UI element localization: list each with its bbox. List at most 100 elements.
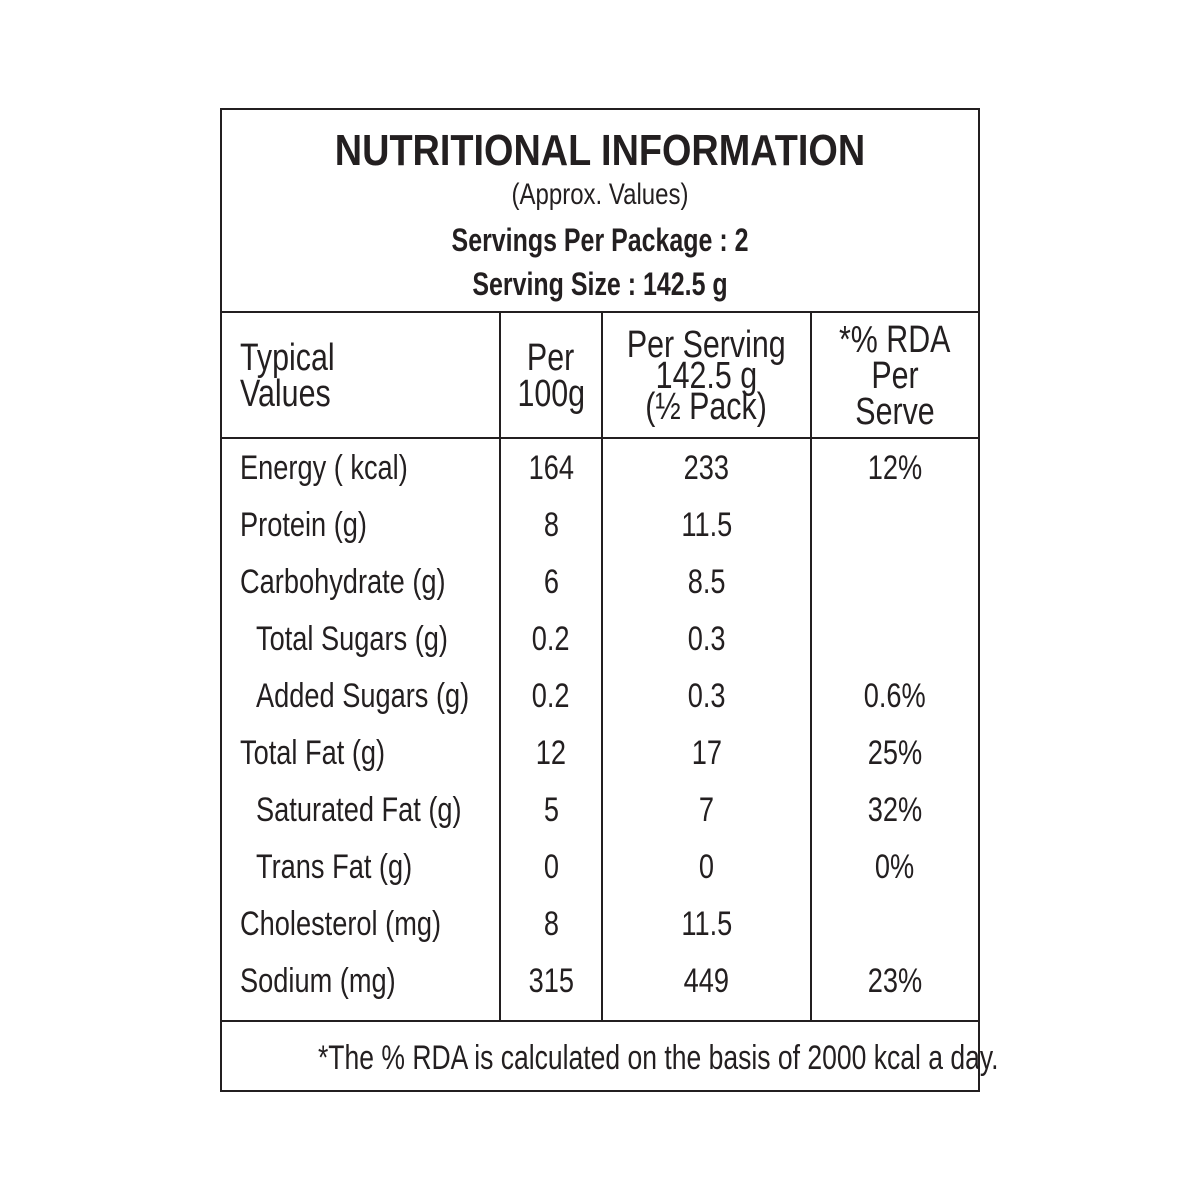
nutrient-name: Total Fat (g) [240, 725, 421, 782]
nutrient-row: Cholesterol (mg) 8 11.5 [222, 896, 978, 953]
label-title: NUTRITIONAL INFORMATION [334, 126, 866, 175]
column-header-text: Per Serve [855, 355, 935, 433]
value-per-100g-text: 164 [528, 449, 574, 487]
servings-per-package: Servings Per Package : 2 [451, 222, 749, 258]
value-per-serving: 11.5 [603, 497, 810, 554]
value-rda [812, 896, 978, 953]
value-per-serving: 11.5 [603, 896, 810, 953]
value-per-serving-text: 11.5 [681, 905, 732, 943]
value-per-100g-text: 6 [543, 563, 559, 601]
value-rda: 0.6% [812, 668, 978, 725]
nutrient-row: Trans Fat (g) 0 0 0% [222, 839, 978, 896]
nutrient-row: Total Sugars (g) 0.2 0.3 [222, 611, 978, 668]
nutrient-name-text: Total Fat (g) [240, 734, 386, 772]
nutrient-row: Protein (g) 8 11.5 [222, 497, 978, 554]
value-per-serving-text: 0 [698, 848, 715, 886]
nutrient-name-text: Carbohydrate (g) [240, 563, 446, 601]
value-per-100g-text: 0.2 [532, 677, 570, 715]
value-per-serving-text: 449 [683, 962, 730, 1000]
value-per-serving: 0.3 [603, 668, 810, 725]
nutrient-row: Saturated Fat (g) 5 7 32% [222, 782, 978, 839]
nutrient-name-text: Cholesterol (mg) [240, 905, 442, 943]
column-header-text: Per Serving [627, 323, 786, 366]
nutrient-name-text: Protein (g) [240, 506, 367, 544]
rda-footnote: *The % RDA is calculated on the basis of… [222, 1024, 999, 1090]
value-per-100g: 0 [501, 839, 601, 896]
value-per-serving-text: 233 [683, 449, 730, 487]
nutrient-name: Energy ( kcal) [240, 440, 450, 497]
value-per-100g-text: 5 [543, 791, 559, 829]
value-per-100g: 164 [501, 440, 601, 497]
value-per-serving-text: 7 [698, 791, 715, 829]
value-rda-text: 0.6% [864, 677, 926, 715]
nutrient-name: Carbohydrate (g) [240, 554, 497, 611]
value-per-100g: 12 [501, 725, 601, 782]
value-per-100g: 8 [501, 497, 601, 554]
nutrient-row: Total Fat (g) 12 17 25% [222, 725, 978, 782]
value-rda-text: 25% [867, 734, 923, 772]
value-rda-text: 0% [875, 848, 915, 886]
value-per-100g: 0.2 [501, 668, 601, 725]
header-row-divider [222, 437, 978, 439]
column-header-per-100g: Per 100g [501, 313, 601, 439]
value-rda: 25% [812, 725, 978, 782]
column-header-text: Values [240, 373, 331, 415]
value-per-serving-text: 0.3 [687, 620, 726, 658]
column-header-text: *% RDA [839, 319, 951, 361]
value-per-serving-text: 17 [691, 734, 722, 772]
label-header: NUTRITIONAL INFORMATION (Approx. Values)… [222, 110, 978, 313]
footnote-divider [222, 1020, 978, 1022]
nutrient-name-text: Total Sugars (g) [256, 620, 448, 658]
nutrition-label: NUTRITIONAL INFORMATION (Approx. Values)… [220, 108, 999, 1092]
value-per-100g-text: 0 [543, 848, 559, 886]
serving-size: Serving Size : 142.5 g [472, 266, 728, 302]
value-per-serving: 0.3 [603, 611, 810, 668]
nutrient-name: Added Sugars (g) [256, 668, 523, 725]
value-per-serving-text: 8.5 [687, 563, 726, 601]
value-per-serving-text: 11.5 [681, 506, 732, 544]
column-header-rda: *% RDA Per Serve [812, 313, 978, 439]
value-per-serving-text: 0.3 [687, 677, 726, 715]
column-header-text: Typical [240, 337, 335, 379]
value-rda: 23% [812, 953, 978, 1010]
value-per-100g: 315 [501, 953, 601, 1010]
nutrient-name: Total Sugars (g) [256, 611, 496, 668]
column-header-text: Per [527, 337, 575, 379]
column-divider [499, 313, 501, 1022]
value-per-100g: 5 [501, 782, 601, 839]
column-divider [601, 313, 603, 1022]
value-per-100g: 0.2 [501, 611, 601, 668]
value-rda [812, 611, 978, 668]
value-rda [812, 554, 978, 611]
approx-values-note: (Approx. Values) [511, 178, 689, 211]
value-rda: 32% [812, 782, 978, 839]
nutrient-name: Sodium (mg) [240, 953, 435, 1010]
value-per-100g-text: 0.2 [532, 620, 570, 658]
value-per-100g-text: 12 [535, 734, 567, 772]
value-per-100g-text: 315 [528, 962, 574, 1000]
value-rda [812, 497, 978, 554]
column-header-text: (½ Pack) [645, 385, 768, 428]
column-divider [810, 313, 812, 1022]
value-per-serving: 233 [603, 440, 810, 497]
column-header-text: 100g [517, 373, 585, 415]
nutrient-name-text: Energy ( kcal) [240, 449, 408, 487]
column-header-text: 142.5 g [655, 354, 758, 397]
value-per-100g-text: 8 [543, 506, 559, 544]
nutrient-row: Added Sugars (g) 0.2 0.3 0.6% [222, 668, 978, 725]
value-rda: 12% [812, 440, 978, 497]
nutrient-name: Saturated Fat (g) [256, 782, 513, 839]
nutrient-name: Protein (g) [240, 497, 399, 554]
nutrient-name-text: Sodium (mg) [240, 962, 396, 1000]
value-rda-text: 23% [867, 962, 923, 1000]
nutrient-row: Carbohydrate (g) 6 8.5 [222, 554, 978, 611]
value-per-serving: 7 [603, 782, 810, 839]
value-rda-text: 32% [867, 791, 923, 829]
nutrient-name: Trans Fat (g) [256, 839, 451, 896]
value-per-100g: 6 [501, 554, 601, 611]
nutrient-name-text: Trans Fat (g) [256, 848, 413, 886]
column-header-per-serving: Per Serving 142.5 g (½ Pack) [603, 313, 810, 439]
value-per-100g: 8 [501, 896, 601, 953]
value-per-serving: 0 [603, 839, 810, 896]
value-rda-text: 12% [867, 449, 923, 487]
